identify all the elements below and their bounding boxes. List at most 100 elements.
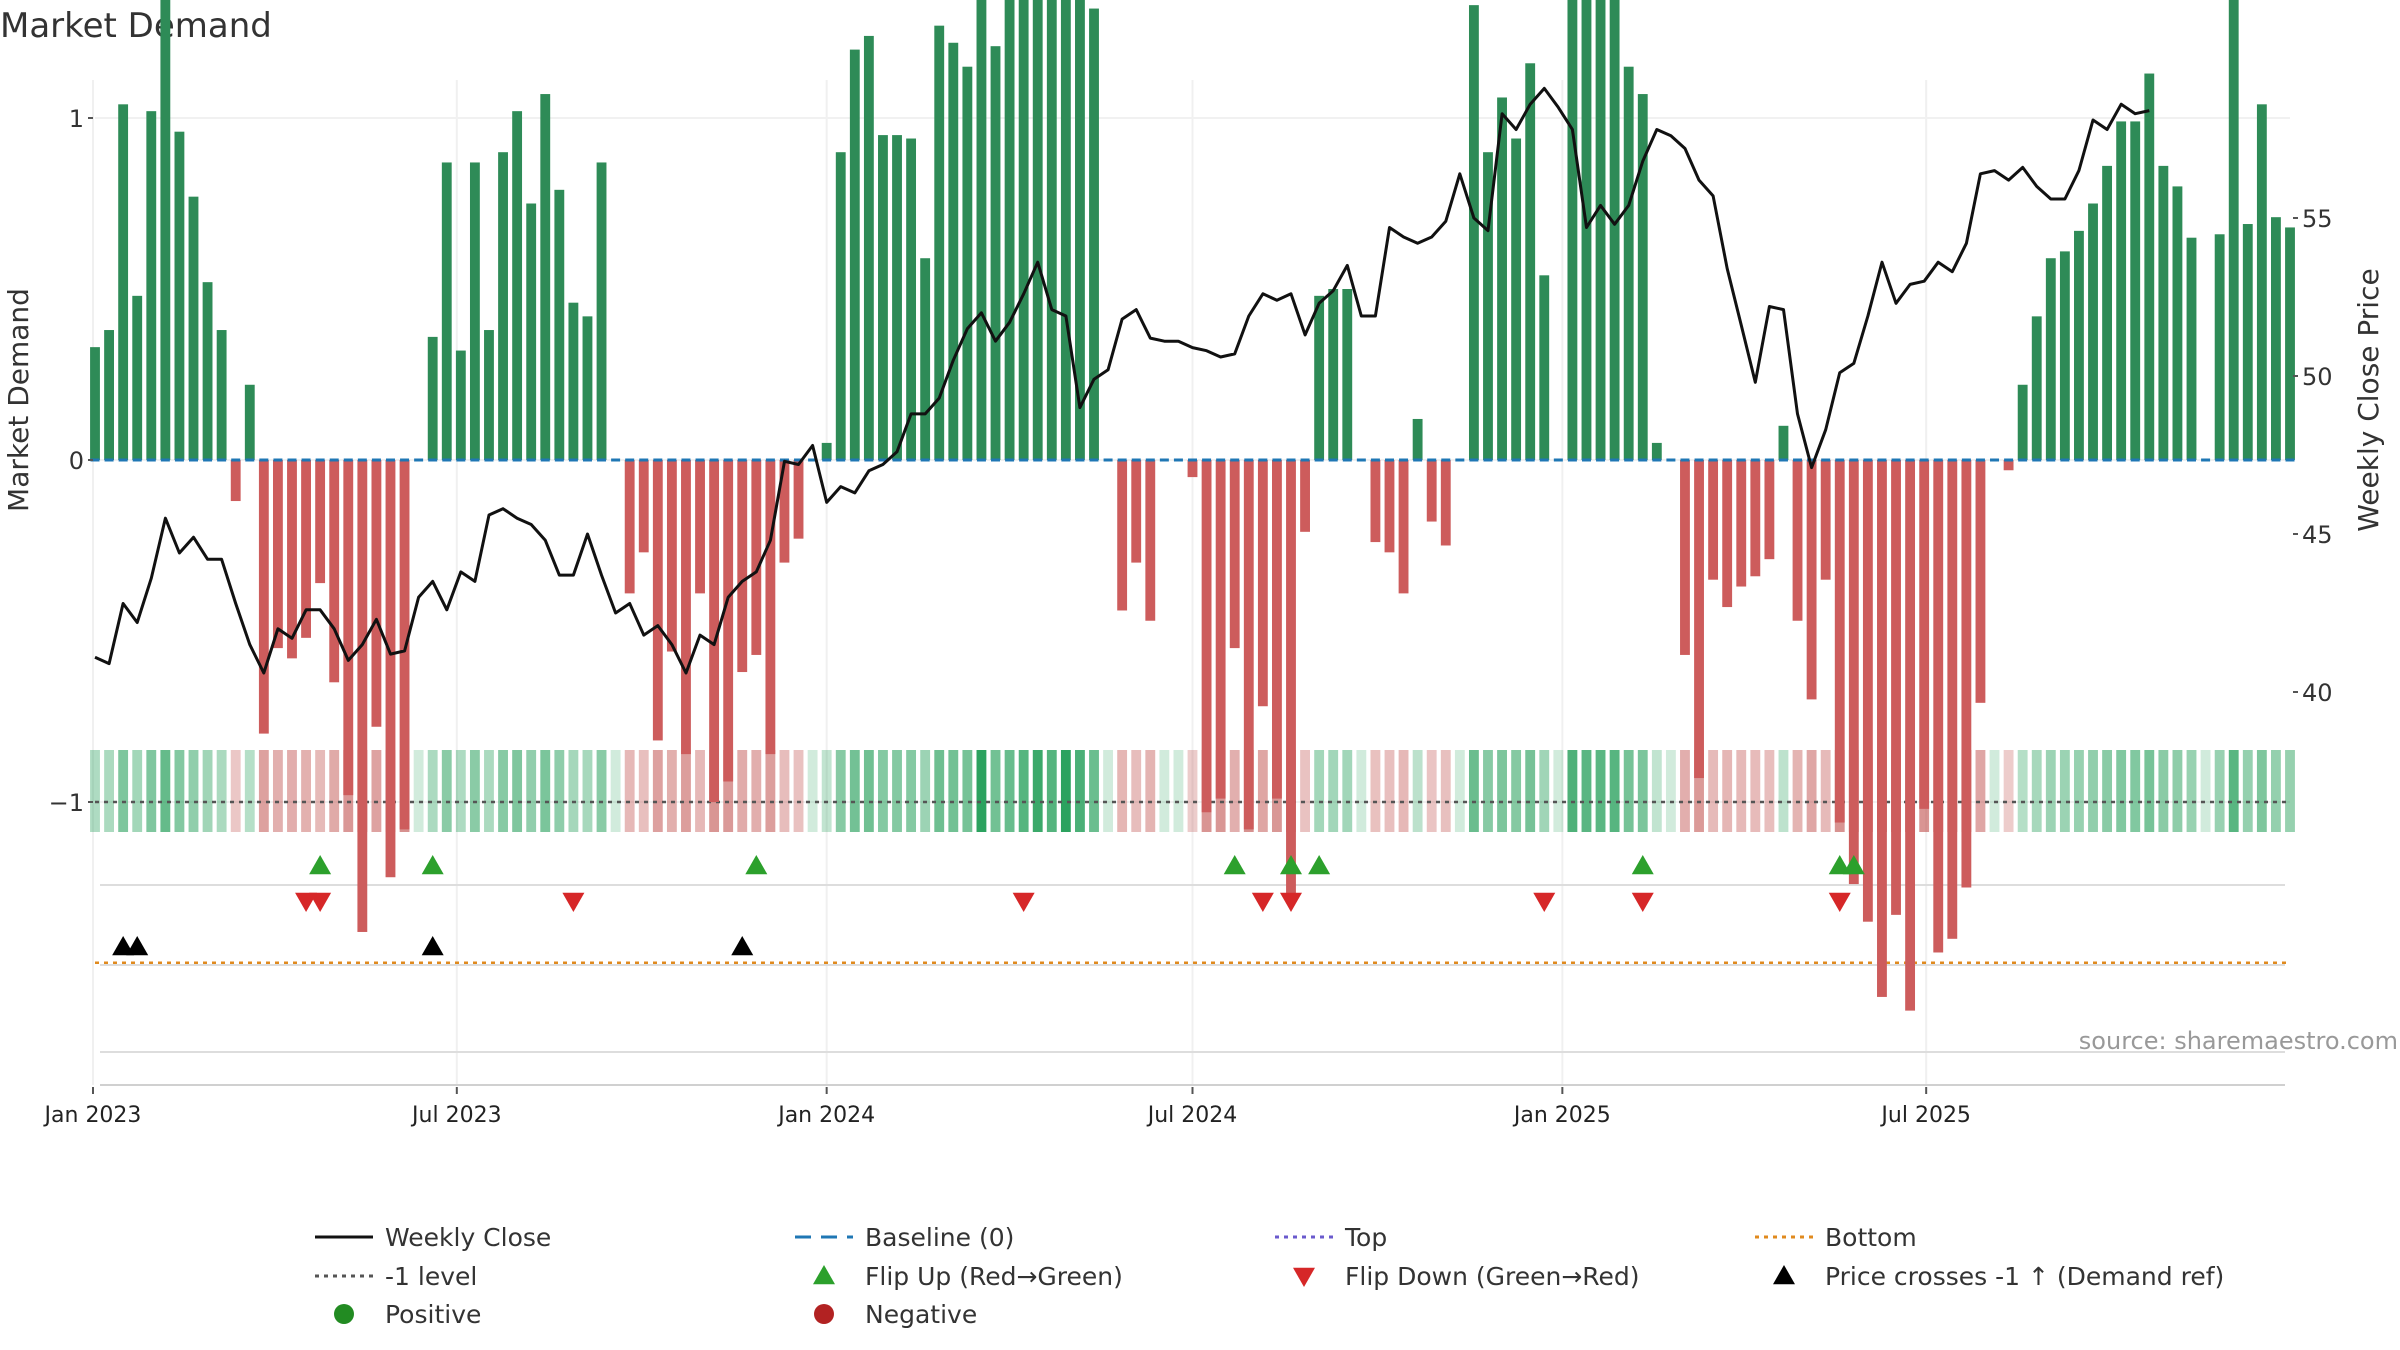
- heat-cell-positive: [469, 750, 480, 832]
- heat-cell-negative: [1708, 750, 1719, 832]
- demand-bar-negative: [1286, 460, 1296, 895]
- heat-cell-positive: [146, 750, 157, 832]
- demand-bar-positive: [1651, 442, 1662, 460]
- demand-bar-positive: [90, 347, 100, 460]
- demand-bar-positive: [1018, 0, 1029, 461]
- heat-cell-positive: [1103, 750, 1114, 832]
- demand-bar-positive: [484, 330, 494, 460]
- heat-cell-positive: [1553, 750, 1564, 832]
- demand-bar-positive: [892, 135, 902, 460]
- demand-bar-negative: [1947, 460, 1958, 939]
- heat-cell-negative: [1975, 750, 1986, 832]
- demand-bar-positive: [948, 42, 959, 460]
- heat-cell-negative: [1680, 750, 1690, 832]
- demand-bar-negative: [1680, 460, 1690, 655]
- heat-cell-positive: [1525, 750, 1536, 832]
- heat-cell-positive: [821, 750, 832, 832]
- heat-cell-positive: [1046, 750, 1057, 832]
- demand-bar-positive: [1075, 0, 1085, 461]
- heat-cell-positive: [1665, 750, 1676, 832]
- heat-cell-positive: [174, 750, 185, 832]
- demand-bar-negative: [399, 460, 410, 830]
- demand-bar-positive: [990, 46, 1001, 461]
- demand-heatmap-strip: [90, 750, 2295, 832]
- legend-swatch: [813, 1265, 835, 1285]
- heat-cell-negative: [2003, 750, 2014, 832]
- demand-bar-negative: [723, 460, 734, 782]
- demand-bar-positive: [174, 131, 185, 460]
- demand-bar-negative: [1215, 460, 1226, 799]
- demand-bar-positive: [1609, 0, 1620, 460]
- flip-down-marker: [1279, 892, 1302, 912]
- heat-cell-positive: [2186, 750, 2197, 832]
- heat-cell-positive: [1075, 750, 1085, 832]
- demand-bar-negative: [765, 460, 776, 755]
- demand-bar-negative: [1975, 460, 1986, 703]
- demand-bar-negative: [1722, 460, 1733, 608]
- heat-cell-negative: [1722, 750, 1733, 832]
- price-cross-marker: [112, 936, 135, 956]
- demand-bar-positive: [1060, 0, 1071, 460]
- heat-cell-negative: [666, 750, 677, 832]
- heat-cell-positive: [441, 750, 452, 832]
- y-right-tick-label: 50: [2302, 363, 2333, 391]
- demand-bar-positive: [878, 135, 888, 460]
- demand-bar-negative: [1848, 460, 1859, 885]
- legend-swatch: [1773, 1265, 1795, 1285]
- demand-bar-positive: [1525, 63, 1536, 460]
- demand-bar-positive: [104, 330, 114, 460]
- demand-bar-positive: [202, 282, 213, 460]
- heat-cell-positive: [1342, 750, 1353, 832]
- heat-cell-positive: [2172, 750, 2183, 832]
- heat-cell-positive: [1567, 750, 1578, 832]
- demand-bar-negative: [385, 460, 396, 878]
- demand-bar-positive: [1483, 152, 1493, 460]
- demand-bar-positive: [568, 302, 579, 460]
- demand-bar-negative: [652, 460, 663, 741]
- demand-bar-positive: [976, 0, 987, 460]
- demand-bar-positive: [934, 25, 945, 460]
- heat-cell-positive: [1089, 750, 1099, 832]
- demand-bar-positive: [2214, 234, 2225, 460]
- demand-bar-negative: [1187, 460, 1198, 478]
- heat-cell-positive: [2074, 750, 2084, 832]
- source-note: source: sharemaestro.com: [2079, 1027, 2398, 1055]
- demand-bar-negative: [1708, 460, 1719, 580]
- demand-bar-positive: [1595, 0, 1606, 460]
- demand-bar-negative: [1820, 460, 1831, 580]
- heat-cell-positive: [90, 750, 100, 832]
- heat-cell-positive: [990, 750, 1001, 832]
- heat-cell-positive: [1328, 750, 1339, 832]
- legend-label: Flip Up (Red→Green): [865, 1262, 1123, 1291]
- demand-bar-negative: [737, 460, 748, 673]
- demand-bar-positive: [455, 350, 466, 460]
- heat-cell-negative: [1229, 750, 1240, 832]
- demand-bar-positive: [2031, 316, 2042, 460]
- heat-cell-positive: [132, 750, 143, 832]
- heat-cell-negative: [1384, 750, 1395, 832]
- demand-bar-negative: [357, 460, 368, 932]
- heat-cell-positive: [1032, 750, 1043, 832]
- heat-cell-negative: [793, 750, 804, 832]
- demand-bar-negative: [1834, 460, 1845, 823]
- heat-cell-negative: [315, 750, 326, 832]
- flip-up-marker: [1828, 855, 1851, 875]
- demand-bar-positive: [132, 295, 143, 460]
- demand-bar-positive: [146, 111, 157, 460]
- demand-bars: [90, 0, 2295, 1011]
- demand-bar-positive: [441, 162, 452, 460]
- demand-bar-negative: [1229, 460, 1240, 649]
- demand-bar-positive: [512, 111, 523, 460]
- demand-bar-positive: [1046, 0, 1057, 460]
- demand-bar-positive: [906, 138, 917, 460]
- demand-bar-positive: [2172, 186, 2183, 460]
- flip-up-marker: [745, 855, 768, 875]
- demand-bar-positive: [2130, 121, 2141, 461]
- heat-cell-positive: [2144, 750, 2155, 832]
- y-right-tick-label: 55: [2302, 205, 2333, 233]
- demand-bar-negative: [793, 460, 804, 539]
- demand-bar-positive: [1328, 289, 1339, 460]
- heat-cell-positive: [202, 750, 213, 832]
- demand-bar-negative: [272, 460, 283, 649]
